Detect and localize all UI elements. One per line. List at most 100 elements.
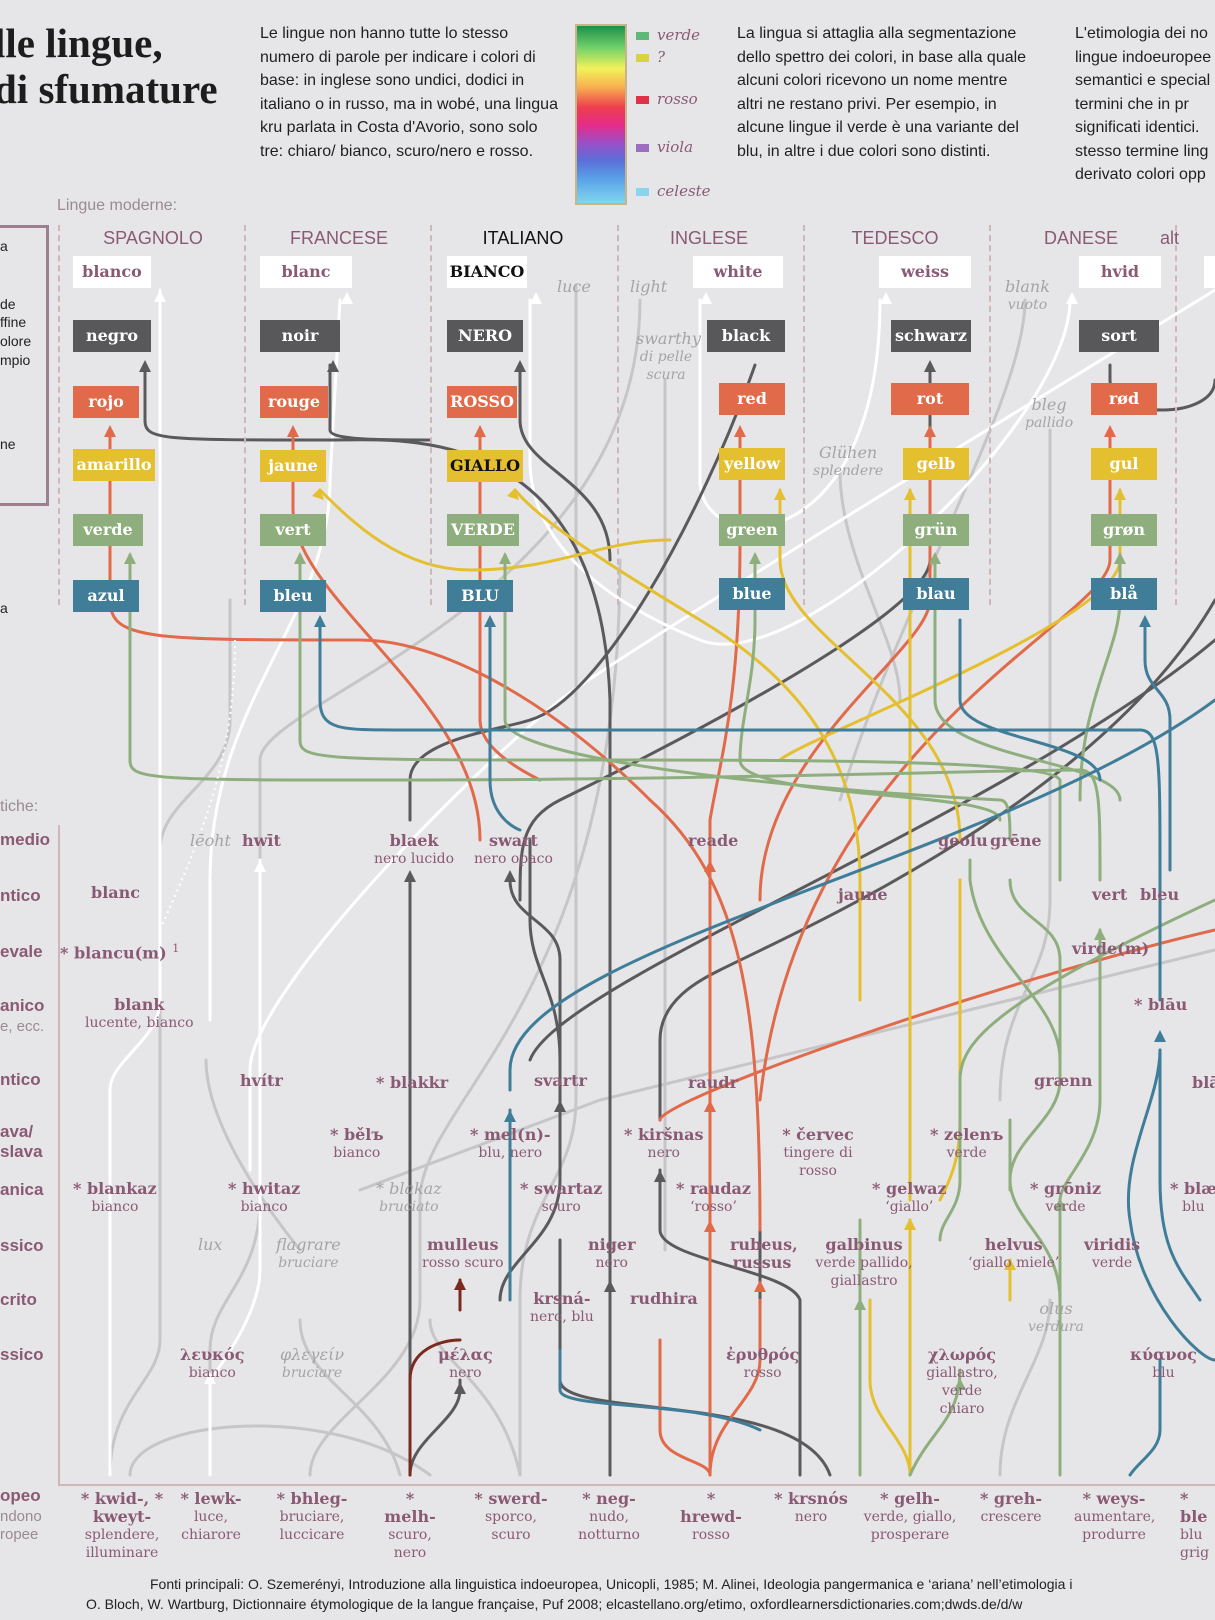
ancient-word-hwitaz: * hwitaz bianco — [228, 1179, 301, 1216]
root-bhleg: * bhleg-bruciare, luccicare — [276, 1489, 348, 1544]
legend-item-unknown: ? — [636, 48, 665, 66]
word-box-yellow: yellow — [719, 448, 785, 480]
ancient-word-mulleus: mulleus rosso scuro — [422, 1235, 504, 1272]
root-ble: * ble blu grig — [1180, 1489, 1210, 1562]
left-legend-text: a — [0, 600, 8, 616]
row-label: e, ecc. — [0, 1018, 45, 1035]
sources-line-2: O. Bloch, W. Wartburg, Dictionnaire étym… — [86, 1596, 1023, 1612]
ancient-word-swartaz: * swartaz scuro — [520, 1179, 603, 1216]
ancient-word-kirsnas: * kiršnas nero — [624, 1125, 704, 1162]
word-box-rod: rød — [1091, 383, 1157, 415]
root-kwid: * kwid-, * kweyt-splendere, illuminare — [80, 1489, 164, 1562]
word-box-blanco: blanco — [73, 256, 151, 288]
extra-word-blank: blank vuoto — [1005, 277, 1050, 314]
word-box-cutoff — [1204, 256, 1215, 288]
ancient-word-blaek: blaek nero lucido — [374, 831, 455, 868]
word-box-grun: grün — [903, 514, 969, 546]
ancient-word-gelwaz: * gelwaz ‘giallo’ — [872, 1179, 947, 1216]
ancient-word-jaune: jaune — [838, 885, 888, 904]
row-label: anica — [0, 1180, 44, 1199]
language-header-spagnolo: SPAGNOLO — [103, 228, 203, 248]
root-neg: * neg-nudo, notturno — [578, 1489, 640, 1544]
word-box-rot: rot — [891, 383, 969, 415]
ancient-word-helvus: helvus ‘giallo miele’ — [968, 1235, 1060, 1272]
ancient-word-phlegein: φλεγείν bruciare — [280, 1345, 345, 1382]
modern-languages-heading: Lingue moderne: — [57, 197, 178, 214]
word-box-negro: negro — [73, 320, 151, 352]
word-box-bianco: BIANCO — [447, 256, 527, 288]
ancient-word-virdem: virde(m) — [1072, 939, 1150, 958]
legend-item-viola: viola — [636, 138, 693, 156]
row-label: ssico — [0, 1345, 44, 1364]
word-box-hvid: hvid — [1079, 256, 1161, 288]
word-box-vert: vert — [260, 514, 326, 546]
roots-divider — [58, 1484, 1215, 1486]
extra-word-bleg: bleg pallido — [1025, 395, 1074, 432]
ancient-word-geolu: geolu — [938, 831, 988, 850]
ancient-languages-heading: tiche: — [0, 798, 39, 815]
column-separator — [430, 225, 432, 605]
ancient-word-zelen: * zelenъ verde — [930, 1125, 1004, 1162]
ancient-word-vert: vert — [1092, 885, 1128, 904]
page-title: lle lingue, di sfumature — [0, 20, 218, 112]
ancient-word-leukos: λευκός bianco — [180, 1345, 245, 1382]
word-box-nero: NERO — [447, 320, 523, 352]
language-header-francese: FRANCESE — [289, 228, 388, 248]
word-box-blu: BLU — [447, 580, 513, 612]
legend-item-rosso: rosso — [636, 90, 698, 108]
ancient-word-blakaz: * blakaz bruciato — [376, 1179, 442, 1216]
ancient-word-bleu: bleu — [1140, 885, 1180, 904]
word-box-blue: blue — [719, 578, 785, 610]
ancient-word-erythros: ἐρυθρός rosso — [726, 1345, 800, 1382]
word-box-red: red — [719, 383, 785, 415]
root-melh: * melh-scuro, nero — [384, 1489, 436, 1562]
ancient-word-hvitr: hvítr — [240, 1071, 283, 1090]
word-box-gul: gul — [1091, 448, 1157, 480]
word-box-gelb: gelb — [903, 448, 969, 480]
extra-word-swarthy: swarthy di pelle scura — [636, 329, 701, 384]
row-label: ndono ropee — [0, 1508, 42, 1543]
ancient-word-blanc: blanc — [91, 883, 141, 902]
word-box-giallo: GIALLO — [447, 450, 523, 482]
ancient-word-graenn: grænn — [1034, 1071, 1093, 1090]
row-label: ntico — [0, 886, 41, 905]
intro-paragraph-3: L'etimologia dei no lingue indoeuropee s… — [1075, 25, 1215, 183]
row-label: anico — [0, 996, 45, 1015]
ancient-word-blank: blank lucente, bianco — [85, 995, 194, 1032]
row-label: evale — [0, 942, 43, 961]
left-legend-text: de — [0, 296, 16, 312]
word-box-schwarz: schwarz — [891, 320, 971, 352]
word-box-white: white — [693, 256, 783, 288]
ancient-word-kyanos: κύανος blu — [1130, 1345, 1197, 1382]
left-legend-box — [0, 225, 49, 506]
root-weys: * weys-aumentare, produrre — [1074, 1489, 1156, 1544]
language-header-danese: DANESE — [1043, 228, 1119, 248]
ancient-word-raudr: raudr — [688, 1073, 739, 1092]
ancient-word-niger: niger nero — [588, 1235, 636, 1272]
row-label: medio — [0, 830, 51, 849]
ancient-word-melas: μέλας nero — [438, 1345, 493, 1382]
legend-item-celeste: celeste — [636, 182, 711, 200]
row-label: ntico — [0, 1070, 41, 1089]
word-box-jaune: jaune — [260, 450, 326, 482]
column-separator — [803, 225, 805, 605]
ancient-word-blau: * blāu — [1134, 995, 1188, 1014]
extra-word-gluhen: Glühen splendere — [813, 443, 884, 480]
word-box-rojo: rojo — [73, 386, 139, 418]
word-box-bleu: bleu — [260, 580, 326, 612]
ancient-word-blakkr: * blakkr — [376, 1073, 449, 1092]
ancient-word-svartr: svartr — [534, 1071, 587, 1090]
word-box-blanc: blanc — [260, 256, 352, 288]
column-separator — [244, 225, 246, 605]
ancient-word-leoht: lēoht — [190, 831, 231, 850]
root-hrewd: * hrewd-rosso — [680, 1489, 742, 1544]
ancient-word-lux: lux — [198, 1235, 223, 1254]
word-box-gron: grøn — [1091, 514, 1157, 546]
language-header-italiano: ITALIANO — [482, 228, 564, 248]
ancient-word-olus: olus verdura — [1028, 1299, 1084, 1336]
column-separator — [989, 225, 991, 605]
title-line-1: lle lingue, — [0, 20, 163, 66]
ancient-word-blancu: * blancu(m) 1 — [60, 942, 180, 963]
ancient-word-swart: swart nero opaco — [474, 831, 553, 868]
ancient-word-raudaz: * raudaz ‘rosso’ — [676, 1179, 752, 1216]
